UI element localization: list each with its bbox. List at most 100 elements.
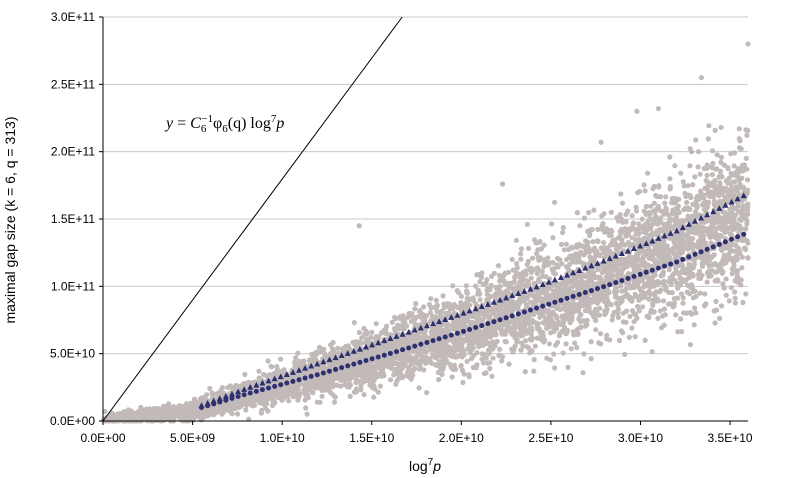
gap-point xyxy=(492,343,498,349)
gap-point xyxy=(405,364,412,370)
gap-point xyxy=(577,287,583,293)
gap-point xyxy=(685,213,691,219)
gap-point xyxy=(603,226,609,232)
gap-point xyxy=(659,271,666,277)
gap-point xyxy=(538,299,544,305)
gap-point xyxy=(607,337,613,343)
gap-point xyxy=(192,396,198,402)
gap-point xyxy=(364,362,370,368)
gap-point xyxy=(678,170,684,176)
gap-point xyxy=(712,127,718,133)
gap-point xyxy=(736,177,743,183)
gap-point xyxy=(705,199,712,205)
gap-point xyxy=(734,274,741,280)
gap-point xyxy=(487,349,493,355)
gap-point xyxy=(677,275,683,281)
gap-point xyxy=(589,226,595,233)
gap-point xyxy=(655,278,661,285)
gap-point xyxy=(710,213,716,219)
gap-point xyxy=(455,354,461,360)
gap-point xyxy=(703,259,710,265)
gap-point xyxy=(364,368,371,374)
gap-point xyxy=(478,274,484,280)
gap-point xyxy=(497,346,503,352)
gap-point xyxy=(314,399,320,405)
gap-point xyxy=(518,256,524,262)
gap-point xyxy=(465,296,471,302)
gap-point xyxy=(603,274,610,280)
gap-point xyxy=(428,305,434,311)
gap-point xyxy=(567,279,573,285)
gap-point xyxy=(672,163,678,169)
gap-point xyxy=(697,171,703,177)
gap-point xyxy=(462,318,468,324)
gap-point xyxy=(551,270,557,276)
gap-point xyxy=(678,316,684,322)
gap-point xyxy=(451,310,458,316)
gap-point xyxy=(171,407,177,413)
gap-point xyxy=(676,221,682,227)
gap-point xyxy=(473,283,479,289)
gap-point xyxy=(577,223,583,229)
gap-point xyxy=(125,407,131,413)
gap-point xyxy=(316,344,323,350)
gap-point xyxy=(685,183,691,189)
gap-point xyxy=(202,394,208,400)
gap-point xyxy=(544,309,550,315)
gap-point xyxy=(536,326,543,332)
gap-point xyxy=(438,365,444,371)
gap-point xyxy=(721,162,727,168)
gap-scatter-points xyxy=(100,41,751,424)
gap-point xyxy=(601,262,608,268)
gap-point xyxy=(547,357,554,363)
gap-point xyxy=(632,334,638,340)
gap-point xyxy=(615,295,621,301)
gap-point xyxy=(656,217,662,223)
gap-point xyxy=(476,344,482,350)
gap-point xyxy=(586,210,592,216)
gap-point xyxy=(429,317,436,323)
gap-point xyxy=(509,280,515,286)
gap-point xyxy=(417,366,423,372)
gap-point xyxy=(631,319,637,325)
gap-point xyxy=(394,360,400,366)
gap-point xyxy=(543,316,549,322)
gap-point xyxy=(727,206,733,212)
gap-point xyxy=(549,266,556,272)
gap-point xyxy=(668,281,674,287)
gap-point xyxy=(609,317,615,323)
gap-point xyxy=(639,295,645,301)
gap-point xyxy=(622,226,628,232)
gap-point xyxy=(230,386,236,392)
gap-point xyxy=(655,221,661,227)
gap-point xyxy=(643,203,649,210)
gap-point xyxy=(417,334,423,341)
gap-point xyxy=(463,283,469,289)
gap-point xyxy=(488,344,494,350)
gap-point xyxy=(641,261,647,267)
gap-point xyxy=(745,127,751,134)
gap-point xyxy=(604,294,610,300)
gap-point xyxy=(207,385,213,392)
gap-point xyxy=(534,271,540,277)
gap-point xyxy=(638,238,645,244)
gap-point xyxy=(702,219,709,225)
gap-point xyxy=(364,336,370,342)
gap-point xyxy=(473,338,479,344)
gap-point xyxy=(738,282,744,288)
gap-point xyxy=(733,248,740,254)
gap-point xyxy=(550,260,556,266)
gap-point xyxy=(402,359,408,365)
gap-point xyxy=(623,286,629,292)
gap-point xyxy=(677,282,684,288)
gap-point xyxy=(624,263,631,269)
gap-point xyxy=(460,379,466,386)
gap-point xyxy=(660,298,667,304)
gap-point xyxy=(635,190,641,196)
gap-point xyxy=(645,283,652,289)
gap-point xyxy=(427,310,433,316)
gap-point xyxy=(428,296,434,302)
gap-point xyxy=(659,325,665,331)
gap-point xyxy=(742,245,748,252)
gap-point xyxy=(188,415,195,421)
